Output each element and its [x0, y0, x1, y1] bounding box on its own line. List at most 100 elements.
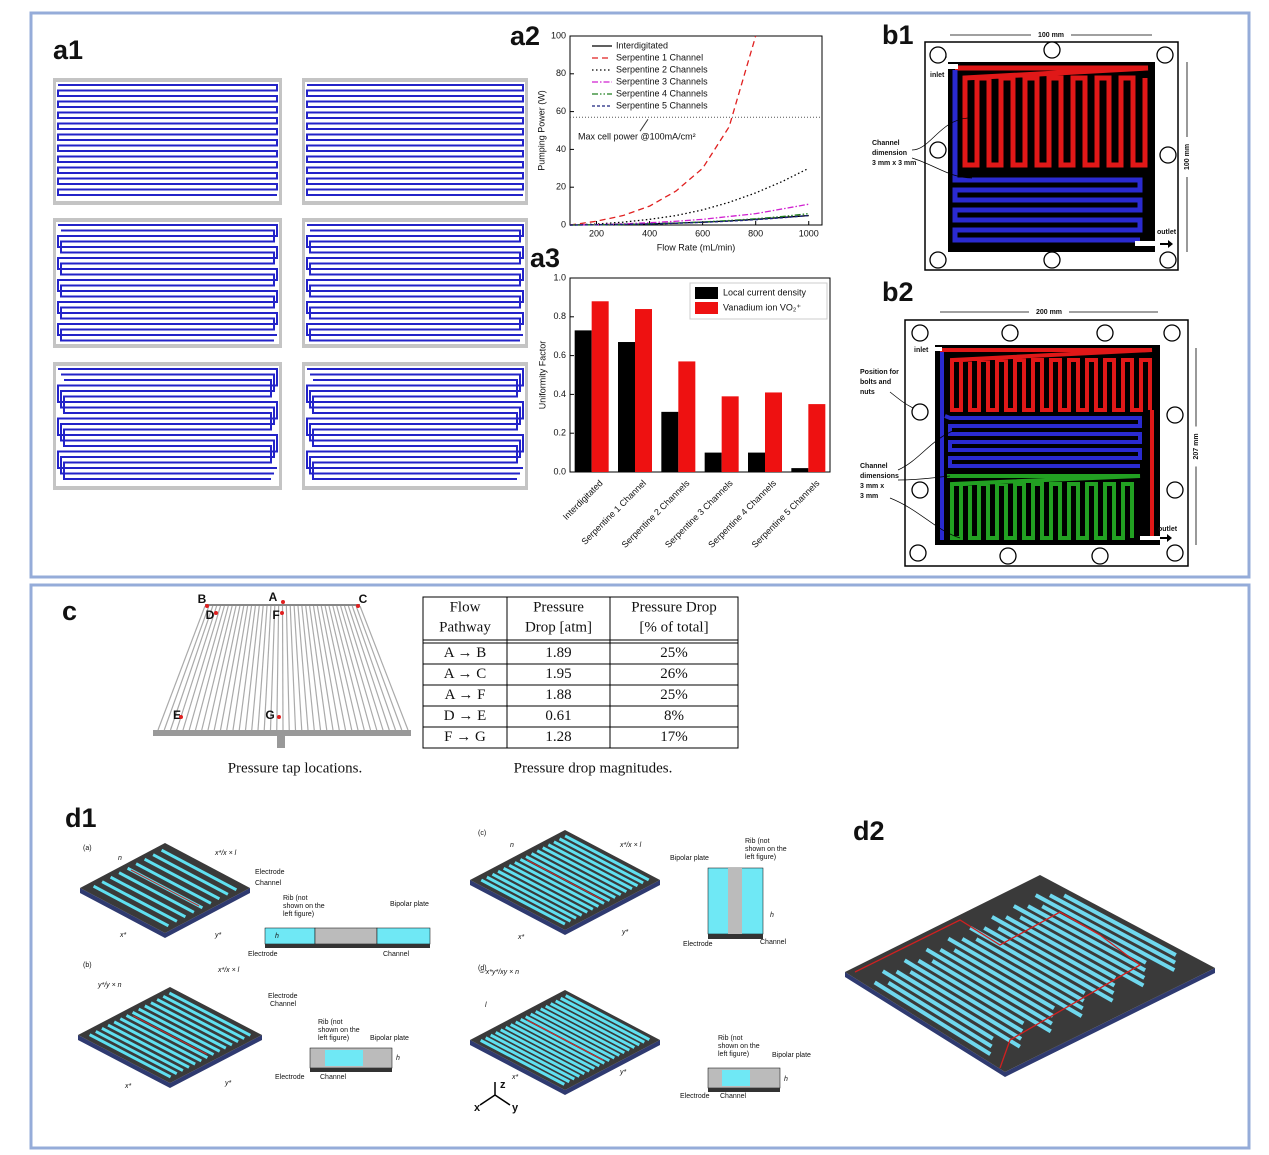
channel	[101, 1026, 184, 1072]
channel	[60, 229, 275, 342]
bolt-hole	[1001, 324, 1019, 342]
y-tick-label: 1.0	[553, 272, 566, 282]
annotation: Bipolar plate	[772, 1052, 811, 1059]
bar	[791, 468, 809, 472]
annotation: Channel	[860, 463, 888, 470]
section-cyan	[264, 927, 316, 945]
y-tick-label: 0.0	[553, 466, 566, 476]
channel	[510, 1023, 595, 1070]
dimension-label: 100 mm	[1184, 144, 1191, 170]
annotation: h	[275, 933, 279, 940]
axis-label: x	[474, 1102, 481, 1114]
channel	[157, 605, 206, 731]
channel	[257, 605, 268, 731]
tap-point	[205, 604, 209, 608]
annotation: shown on the	[283, 903, 325, 910]
dim-bg	[1031, 29, 1071, 41]
plate-side	[845, 968, 1215, 1077]
channel	[281, 605, 284, 731]
channel	[168, 991, 252, 1037]
y-tick-label: 0.2	[553, 428, 566, 438]
channel	[347, 605, 390, 731]
channel	[226, 605, 249, 731]
table-cell: F → G	[444, 729, 486, 745]
channel	[328, 605, 359, 731]
dim-bg	[1029, 306, 1069, 318]
y-axis-label: Pumping Power (W)	[536, 90, 546, 171]
annotation: Channel	[872, 140, 900, 147]
channel	[495, 1031, 580, 1078]
annotation: Position for	[860, 369, 899, 376]
axis-label: z	[500, 1079, 506, 1091]
annotation: Electrode	[275, 1074, 305, 1081]
bolt-hole	[911, 403, 929, 421]
channel	[125, 1014, 209, 1060]
bolt-hole	[1159, 146, 1177, 164]
annotation: inlet	[914, 347, 929, 354]
annotation: Bipolar plate	[670, 855, 709, 862]
channel	[276, 605, 280, 731]
annotation: x*/x × l	[619, 842, 642, 849]
channel	[238, 605, 256, 731]
x-tick-label: 400	[642, 228, 657, 238]
annotation: n	[510, 842, 514, 849]
section-cyan	[325, 1050, 363, 1066]
subfigure-label: (b)	[83, 962, 92, 969]
annotation: y*	[214, 932, 222, 939]
channel	[485, 1036, 570, 1084]
dimension-label: 100 mm	[1038, 32, 1064, 39]
channel-red	[940, 348, 1154, 540]
channel	[309, 605, 328, 731]
tap-label: B	[198, 592, 207, 606]
arrow	[1160, 240, 1173, 248]
channel	[152, 853, 229, 896]
annotation: h	[396, 1055, 400, 1062]
channel	[553, 840, 639, 888]
channel	[131, 1010, 215, 1056]
channel	[144, 1004, 227, 1050]
channel	[312, 379, 518, 480]
series-line	[569, 203, 809, 226]
channel	[909, 970, 1023, 1041]
channel	[188, 605, 225, 731]
channel	[113, 1020, 196, 1066]
y-tick-label: 0.8	[553, 311, 566, 321]
x-axis-label: Flow Rate (mL/min)	[657, 242, 736, 252]
channel	[309, 373, 521, 475]
channel	[550, 1002, 635, 1049]
tap-point	[179, 715, 183, 719]
channel	[297, 605, 309, 731]
channel	[1027, 904, 1147, 973]
y-tick-label: 80	[556, 68, 566, 78]
channel	[505, 1025, 590, 1073]
annotation: inlet	[930, 72, 945, 79]
annotation: Rib (not	[318, 1019, 343, 1026]
channel	[947, 936, 1083, 1018]
panel-label: b2	[882, 277, 914, 307]
bolt-hole	[909, 544, 927, 562]
series-line	[569, 35, 757, 226]
channel	[143, 857, 221, 901]
annotation: x*/x × l	[217, 967, 240, 974]
rib	[130, 869, 200, 907]
pattern-bg	[305, 222, 525, 344]
channel	[500, 1028, 585, 1076]
annotation: Channel	[760, 939, 787, 946]
x-tick-label: 800	[748, 228, 763, 238]
table-header: Drop [atm]	[525, 619, 592, 635]
channel	[558, 837, 644, 885]
annotation: x*	[124, 1083, 132, 1090]
annotation: left figure)	[718, 1051, 749, 1058]
tap-point	[214, 611, 218, 615]
annotation: dimension	[872, 150, 907, 157]
bolt-hole	[911, 324, 929, 342]
channel	[490, 1033, 575, 1081]
channel	[555, 999, 640, 1047]
bolt-hole	[929, 46, 947, 64]
tap-label: G	[265, 708, 274, 722]
channel	[953, 948, 1056, 1010]
channel	[150, 1001, 233, 1047]
channel	[169, 605, 214, 731]
channel-red	[955, 65, 1149, 168]
panel-label: d2	[853, 816, 885, 846]
